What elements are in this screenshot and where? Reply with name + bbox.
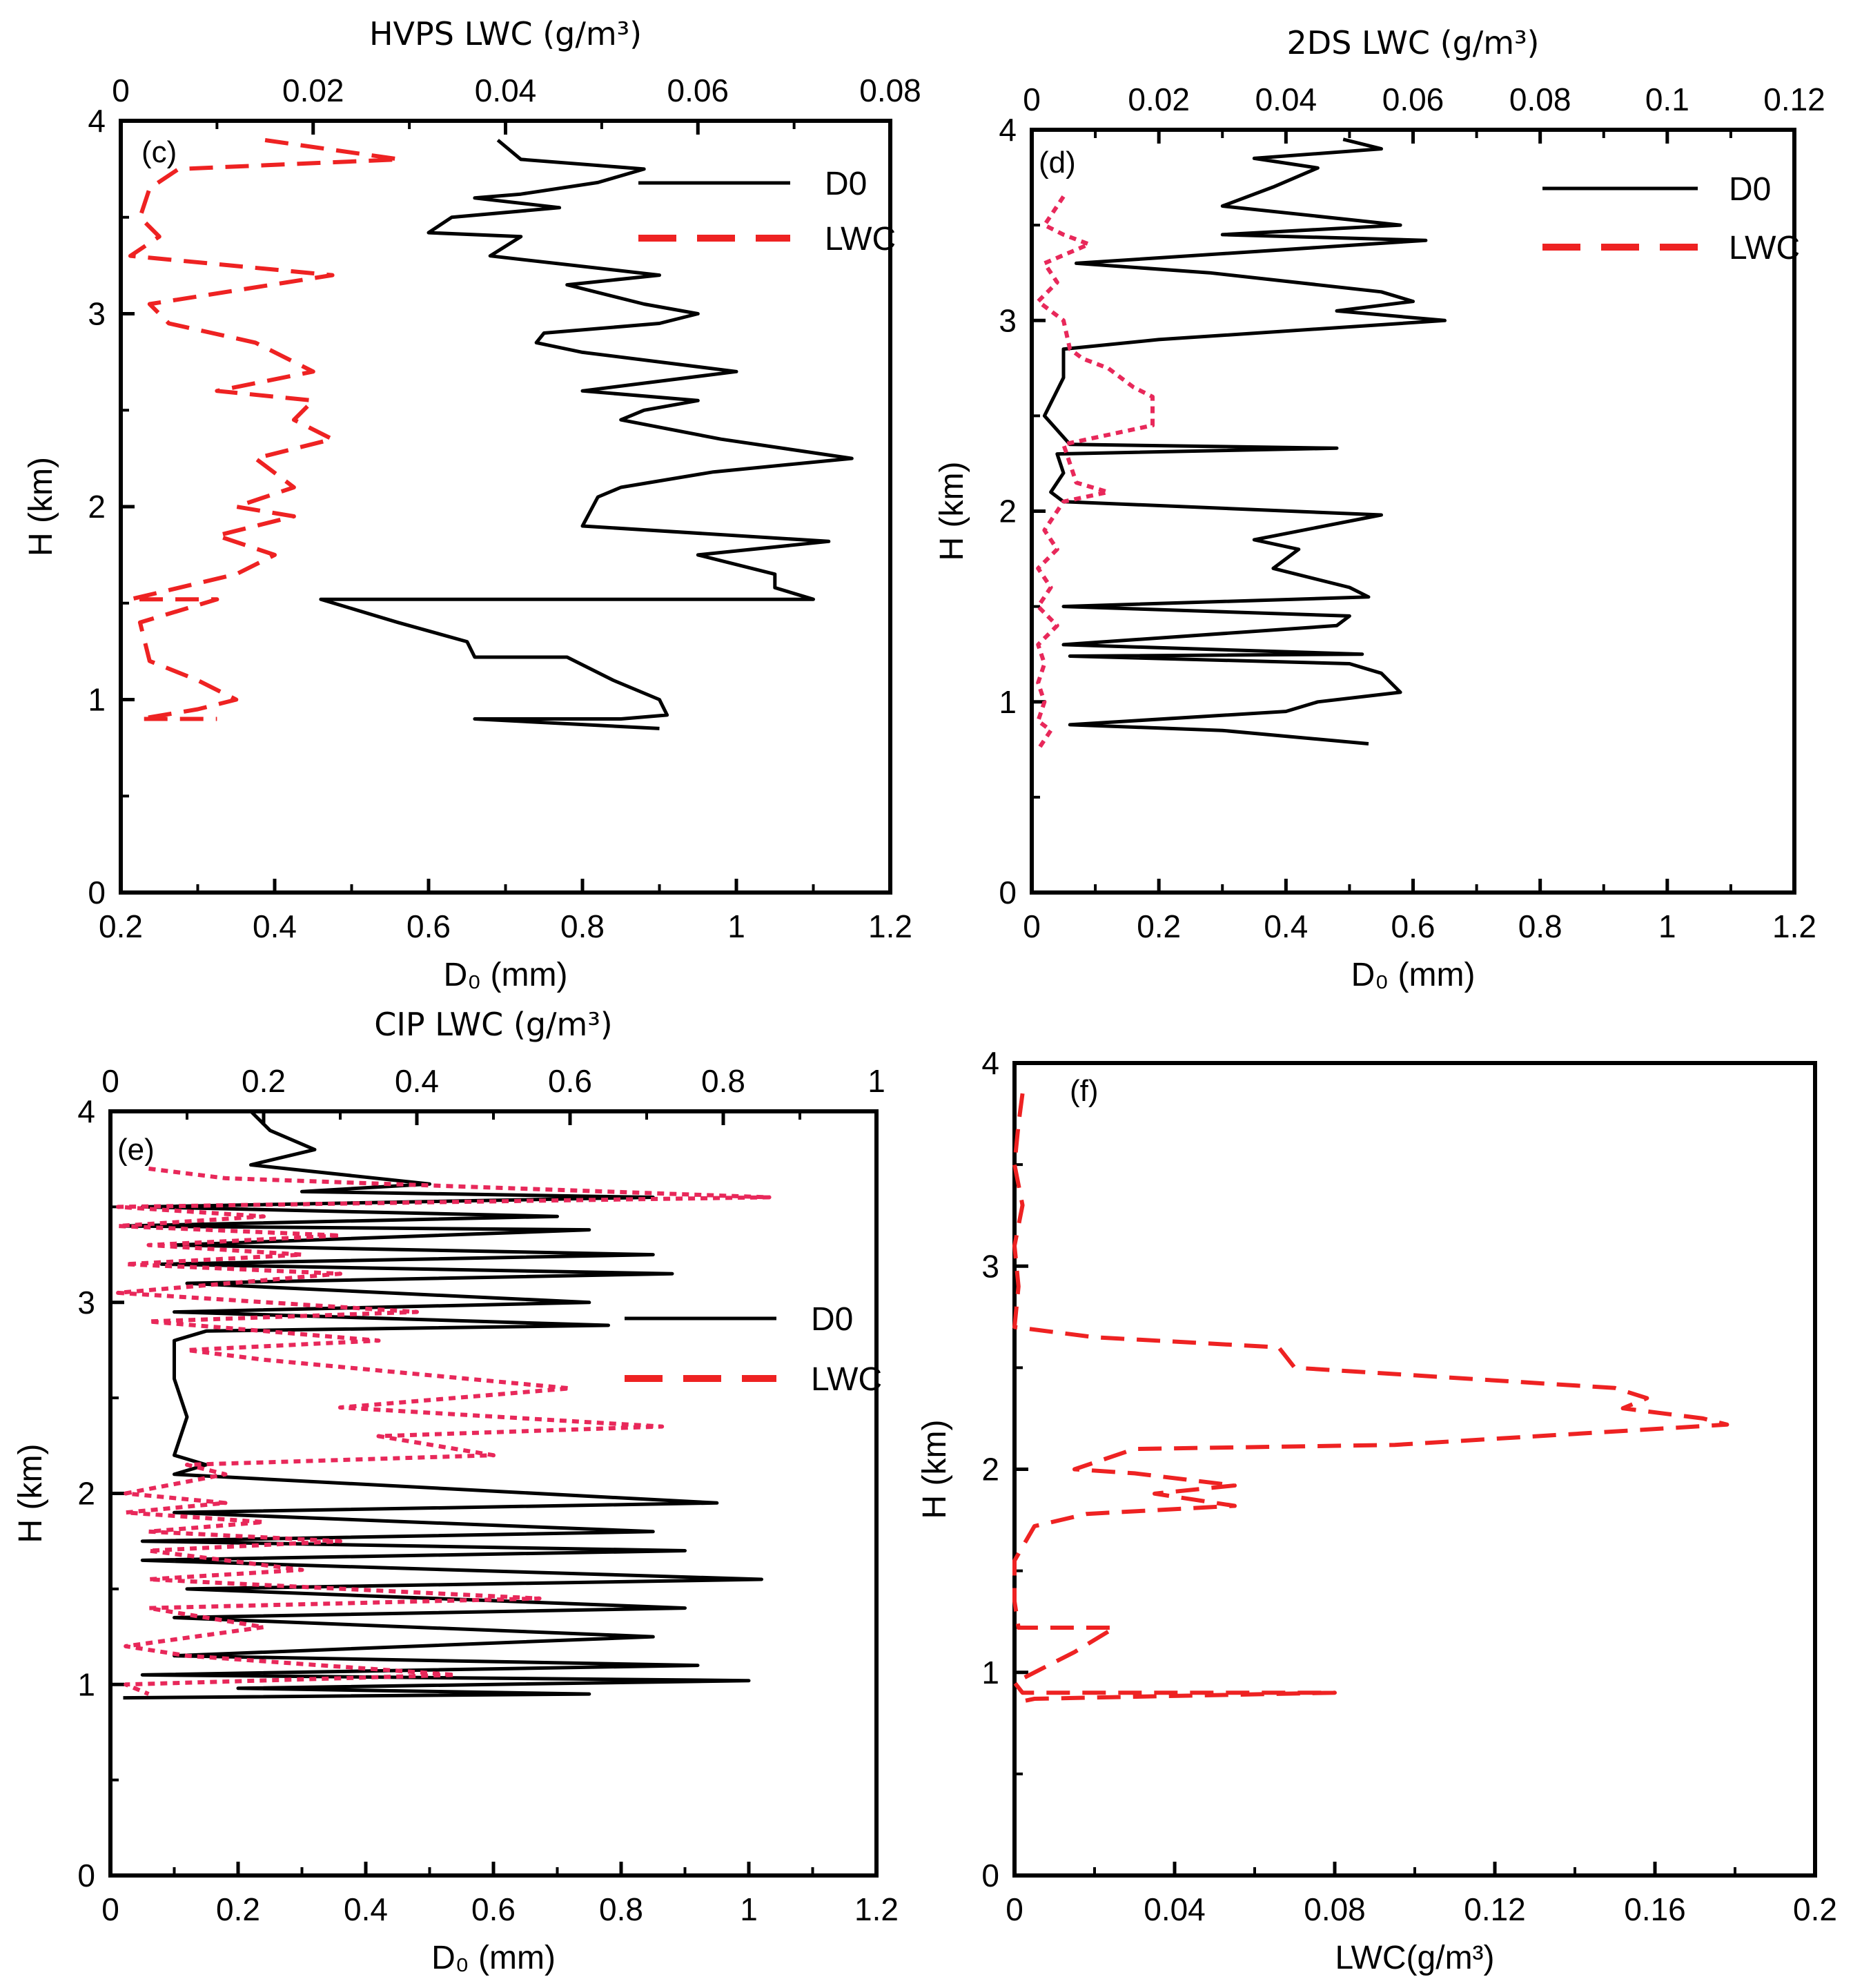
- x-top-tick-label: 0.08: [859, 72, 921, 108]
- x-tick-label: 1.2: [854, 1891, 899, 1927]
- x-top-tick-label: 0.4: [395, 1063, 439, 1099]
- x-tick-label: 0: [1023, 908, 1041, 944]
- x-tick-label: 0.6: [1391, 908, 1435, 944]
- x-tick-label: 0.8: [560, 908, 605, 944]
- x-tick-label: 1.2: [1772, 908, 1816, 944]
- x-axis-label: D₀ (mm): [431, 1940, 556, 1976]
- x-axis-label: D₀ (mm): [444, 957, 568, 993]
- legend-label-d0: D0: [825, 166, 867, 202]
- top-axis-title: 2DS LWC (g/m³): [1287, 24, 1540, 61]
- y-axis-label: H (km): [23, 457, 59, 556]
- y-axis-label: H (km): [12, 1444, 49, 1543]
- y-tick-label: 0: [77, 1858, 95, 1893]
- series-line-lwc: [1036, 195, 1155, 751]
- x-top-tick-label: 0.04: [475, 72, 537, 108]
- x-tick-label: 0.8: [1518, 908, 1562, 944]
- y-tick-label: 2: [77, 1476, 95, 1512]
- y-tick-label: 1: [77, 1666, 95, 1702]
- series-line-lwc: [128, 138, 402, 721]
- x-top-tick-label: 0.04: [1255, 81, 1317, 117]
- legend-label-lwc: LWC: [811, 1361, 882, 1398]
- y-tick-label: 2: [88, 489, 106, 525]
- series-line-d0: [1042, 137, 1447, 746]
- series-line-lwc: [116, 1167, 772, 1696]
- y-tick-label: 0: [999, 875, 1017, 910]
- panel-tag: (d): [1039, 146, 1076, 179]
- x-top-tick-label: 0.6: [548, 1063, 592, 1099]
- legend-label-lwc: LWC: [825, 221, 896, 257]
- y-tick-label: 4: [77, 1093, 95, 1129]
- y-tick-label: 1: [981, 1655, 999, 1690]
- x-tick-label: 0: [101, 1891, 119, 1927]
- x-top-tick-label: 0.8: [701, 1063, 745, 1099]
- x-top-tick-label: 0.08: [1509, 81, 1571, 117]
- series-line-d0: [319, 139, 854, 730]
- x-tick-label: 0.6: [471, 1891, 516, 1927]
- x-tick-label: 0.4: [253, 908, 297, 944]
- x-tick-label: 0.2: [1137, 908, 1181, 944]
- x-tick-label: 0.2: [216, 1891, 260, 1927]
- panel-d-2ds: 0 0.2 0.4 0.6 0.8 1 1.2 0 0.02 0.04 0.06 0.08 0.1 0.1…: [934, 24, 1825, 993]
- top-axis-title: HVPS LWC (g/m³): [369, 15, 642, 52]
- y-tick-label: 1: [88, 682, 106, 718]
- x-top-tick-label: 0: [1023, 81, 1041, 117]
- x-top-tick-label: 1: [868, 1063, 885, 1099]
- legend-label-d0: D0: [811, 1301, 853, 1338]
- y-tick-label: 4: [981, 1045, 999, 1081]
- y-tick-label: 0: [88, 875, 106, 910]
- legend-label-lwc: LWC: [1729, 230, 1800, 266]
- y-tick-label: 0: [981, 1858, 999, 1893]
- y-tick-label: 4: [999, 112, 1017, 148]
- x-tick-label: 0.12: [1464, 1891, 1526, 1927]
- x-tick-label: 0.8: [599, 1891, 643, 1927]
- panel-c-hvps: 0.2 0.4 0.6 0.8 1 1.2 0 0.02 0.04 0.06 0.08 HVPS LW…: [23, 15, 921, 993]
- y-tick-label: 3: [77, 1285, 95, 1321]
- series-line-lwc: [1012, 1093, 1729, 1705]
- x-tick-label: 0.2: [1793, 1891, 1837, 1927]
- y-axis-label: H (km): [917, 1420, 953, 1519]
- y-tick-label: 3: [88, 296, 106, 332]
- x-top-tick-label: 0.06: [1382, 81, 1444, 117]
- x-tick-label: 1.2: [868, 908, 912, 944]
- x-tick-label: 0.6: [406, 908, 451, 944]
- series-line-d0: [121, 1110, 763, 1700]
- top-axis-title: CIP LWC (g/m³): [374, 1006, 613, 1043]
- x-axis-label: D₀ (mm): [1351, 957, 1476, 993]
- panel-tag: (c): [141, 135, 177, 169]
- x-top-tick-label: 0.1: [1645, 81, 1689, 117]
- x-tick-label: 1: [727, 908, 745, 944]
- plot-frame: [1012, 1061, 1817, 1878]
- panel-e-cip: 0 0.2 0.4 0.6 0.8 1 1.2 0 0.2 0.4 0.6 0.8 1 CIP LWC (…: [12, 1006, 899, 1976]
- x-top-tick-label: 0.02: [1128, 81, 1190, 117]
- legend-label-d0: D0: [1729, 171, 1771, 208]
- x-top-tick-label: 0.02: [282, 72, 344, 108]
- x-tick-label: 1: [1658, 908, 1676, 944]
- panel-f-lwc: 0 0.04 0.08 0.12 0.16 0.2 0 1 2 3 4 H (km) LWC(g/m³)…: [917, 1045, 1837, 1976]
- x-top-tick-label: 0.12: [1763, 81, 1825, 117]
- x-top-tick-label: 0.2: [242, 1063, 286, 1099]
- x-tick-label: 0.08: [1304, 1891, 1366, 1927]
- x-tick-label: 0.4: [344, 1891, 388, 1927]
- x-tick-label: 0.16: [1624, 1891, 1686, 1927]
- x-axis-label: LWC(g/m³): [1335, 1940, 1494, 1976]
- x-tick-label: 0.2: [99, 908, 143, 944]
- panel-tag: (e): [117, 1133, 155, 1167]
- x-top-tick-label: 0.06: [667, 72, 729, 108]
- panel-tag: (f): [1070, 1074, 1099, 1108]
- y-tick-label: 2: [999, 494, 1017, 529]
- y-tick-label: 3: [999, 302, 1017, 338]
- x-tick-label: 0.04: [1144, 1891, 1206, 1927]
- x-tick-label: 0.4: [1264, 908, 1308, 944]
- y-tick-label: 4: [88, 103, 106, 139]
- y-tick-label: 2: [981, 1452, 999, 1488]
- y-tick-label: 1: [999, 684, 1017, 720]
- y-axis-label: H (km): [934, 462, 970, 561]
- x-top-tick-label: 0: [112, 72, 130, 108]
- x-tick-label: 1: [740, 1891, 758, 1927]
- x-top-tick-label: 0: [101, 1063, 119, 1099]
- y-tick-label: 3: [981, 1248, 999, 1284]
- x-tick-label: 0: [1006, 1891, 1023, 1927]
